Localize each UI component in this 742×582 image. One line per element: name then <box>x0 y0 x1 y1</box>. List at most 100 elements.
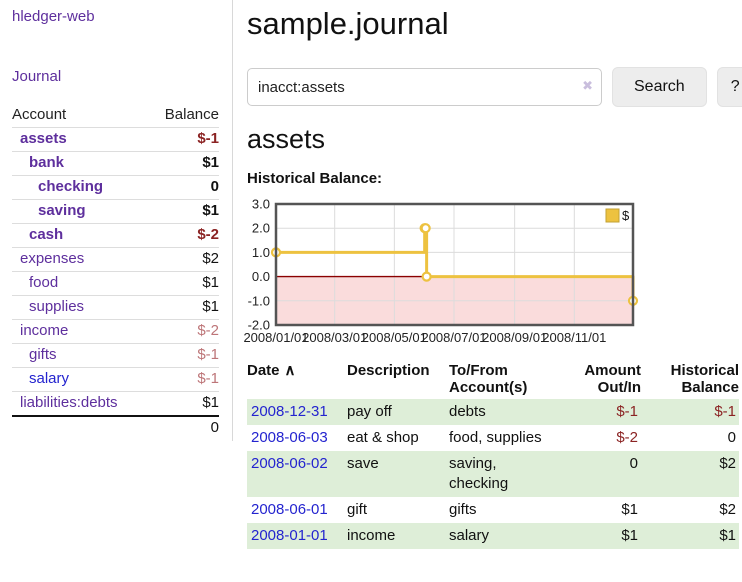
account-row: bank $1 <box>12 151 219 176</box>
account-row: cash $-2 <box>12 223 219 248</box>
transaction-amount: $-1 <box>616 403 638 420</box>
help-button[interactable]: ? <box>716 67 742 107</box>
transaction-date-link[interactable]: 2008-06-01 <box>251 501 328 518</box>
brand-link[interactable]: hledger-web <box>12 8 95 25</box>
account-row: income $-2 <box>12 319 219 344</box>
register-header-description: Description <box>347 362 430 379</box>
account-heading: assets <box>247 124 326 154</box>
transaction-date-link[interactable]: 2008-01-01 <box>251 527 328 544</box>
chart-title: Historical Balance: <box>247 170 383 187</box>
svg-text:-2.0: -2.0 <box>248 318 270 333</box>
register-row: 2008-12-31 pay off debts $-1 $-1 <box>247 399 739 425</box>
transaction-description: pay off <box>347 403 392 420</box>
transaction-date-link[interactable]: 2008-06-03 <box>251 429 328 446</box>
accounts-table: Account Balance assets $-1 bank $1 check… <box>12 103 219 440</box>
search-button[interactable]: Search <box>612 67 707 107</box>
account-balance: $1 <box>148 391 219 417</box>
account-row: salary $-1 <box>12 367 219 392</box>
transaction-amount: $1 <box>621 501 638 518</box>
transaction-balance: 0 <box>727 429 736 446</box>
account-row: food $1 <box>12 271 219 296</box>
account-row: saving $1 <box>12 199 219 224</box>
transaction-balance: $-1 <box>714 403 736 420</box>
account-row: gifts $-1 <box>12 343 219 368</box>
transaction-description: eat & shop <box>347 429 419 446</box>
account-row: expenses $2 <box>12 247 219 272</box>
register-row: 2008-01-01 income salary $1 $1 <box>247 523 739 549</box>
svg-text:2008/05/01: 2008/05/01 <box>362 330 427 345</box>
transaction-amount: 0 <box>629 455 638 472</box>
account-balance: $-2 <box>148 319 219 344</box>
search-bar: ✖ Search ? <box>247 67 742 107</box>
transaction-accounts: debts <box>449 403 486 420</box>
svg-text:3.0: 3.0 <box>252 197 270 212</box>
account-link-food[interactable]: food <box>29 274 59 291</box>
account-link-income[interactable]: income <box>20 322 69 339</box>
transaction-balance: $2 <box>719 501 736 518</box>
main-content: sample.journal ✖ Search ? assets Histori… <box>233 0 742 549</box>
account-balance: $2 <box>148 247 219 272</box>
transaction-description: income <box>347 527 396 544</box>
transaction-amount: $-2 <box>616 429 638 446</box>
svg-text:0.0: 0.0 <box>252 269 270 284</box>
transaction-accounts: saving, checking <box>449 455 509 492</box>
svg-text:2008/01/01: 2008/01/01 <box>243 330 308 345</box>
account-link-gifts[interactable]: gifts <box>29 346 57 363</box>
account-row: assets $-1 <box>12 127 219 152</box>
account-link-expenses[interactable]: expenses <box>20 250 85 267</box>
account-link-supplies[interactable]: supplies <box>29 298 85 315</box>
account-balance: 0 <box>148 175 219 200</box>
sort-ascending-icon: ∧ <box>284 362 296 379</box>
transaction-balance: $1 <box>719 527 736 544</box>
account-balance: $-1 <box>148 367 219 392</box>
transaction-amount: $1 <box>621 527 638 544</box>
historical-balance-chart: $3.0 2.0 1.0 0.0 -1.0 -2.0 2008/01/01 2008/03/0… <box>240 194 742 346</box>
svg-text:$: $ <box>622 208 630 223</box>
transaction-accounts: gifts <box>449 501 477 518</box>
account-link-salary[interactable]: salary <box>29 370 70 387</box>
register-header-amount: Amount Out/In <box>584 362 641 396</box>
svg-text:2008/07/01: 2008/07/01 <box>421 330 486 345</box>
accounts-total-spacer <box>12 415 149 440</box>
account-row: checking 0 <box>12 175 219 200</box>
register-header-row: Date ∧ Description To/From Account(s) Amo… <box>247 362 739 399</box>
hledger-web-app: hledger-web Journal Account Balance asse… <box>0 0 742 549</box>
sidebar-item-journal[interactable]: Journal <box>12 68 62 85</box>
svg-text:2008/03/01: 2008/03/01 <box>302 330 367 345</box>
account-balance: $1 <box>148 295 219 320</box>
account-balance: $1 <box>148 151 219 176</box>
transaction-description: save <box>347 455 379 472</box>
sidebar: hledger-web Journal Account Balance asse… <box>0 0 233 441</box>
register-row: 2008-06-01 gift gifts $1 $2 <box>247 497 739 523</box>
account-balance: $-1 <box>148 343 219 368</box>
transaction-date-link[interactable]: 2008-12-31 <box>251 403 328 420</box>
register-header-tofrom: To/From Account(s) <box>449 362 528 396</box>
chart-svg: $3.0 2.0 1.0 0.0 -1.0 -2.02008/01/012008/03/0… <box>243 197 639 345</box>
register-header-historical: Historical Balance <box>670 362 739 396</box>
search-box: ✖ <box>247 68 602 106</box>
account-link-bank[interactable]: bank <box>29 154 65 171</box>
account-balance: $1 <box>148 271 219 296</box>
svg-text:2008/09/01: 2008/09/01 <box>482 330 547 345</box>
register-row: 2008-06-02 save saving, checking 0 $2 <box>247 451 739 497</box>
clear-search-icon[interactable]: ✖ <box>582 78 593 93</box>
account-balance: $-2 <box>148 223 219 248</box>
accounts-total-row: 0 <box>12 415 219 440</box>
account-link-saving[interactable]: saving <box>38 202 86 219</box>
account-link-liabilities-debts[interactable]: liabilities:debts <box>20 394 118 411</box>
register-header-date[interactable]: Date ∧ <box>247 362 296 379</box>
transaction-accounts: salary <box>449 527 490 544</box>
search-input[interactable] <box>247 68 602 106</box>
accounts-header-row: Account Balance <box>12 103 219 128</box>
sidebar-nav: Journal <box>12 68 232 85</box>
svg-text:2008/11/01: 2008/11/01 <box>542 330 606 345</box>
account-link-assets[interactable]: assets <box>20 130 67 147</box>
account-balance: $-1 <box>148 127 219 152</box>
page-title: sample.journal <box>247 6 449 41</box>
account-link-cash[interactable]: cash <box>29 226 64 243</box>
transaction-date-link[interactable]: 2008-06-02 <box>251 455 328 472</box>
account-link-checking[interactable]: checking <box>38 178 104 195</box>
account-balance: $1 <box>148 199 219 224</box>
account-row: liabilities:debts $1 <box>12 391 219 417</box>
svg-text:1.0: 1.0 <box>252 245 270 260</box>
